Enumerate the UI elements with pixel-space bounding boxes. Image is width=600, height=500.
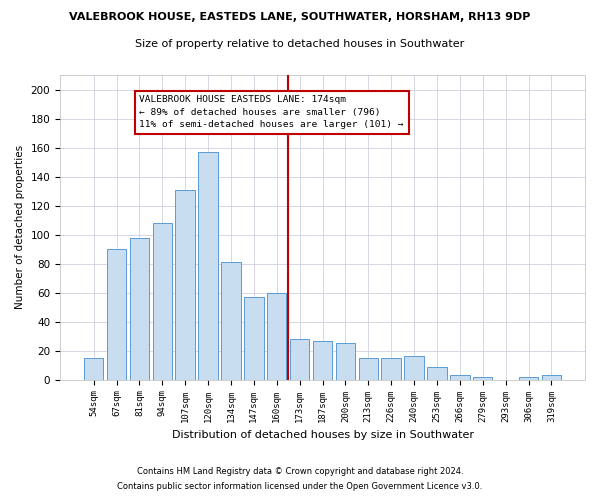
Bar — [152, 223, 172, 380]
Bar — [473, 377, 493, 380]
Bar — [267, 292, 286, 380]
Text: Size of property relative to detached houses in Southwater: Size of property relative to detached ho… — [136, 39, 464, 49]
Text: VALEBROOK HOUSE, EASTEDS LANE, SOUTHWATER, HORSHAM, RH13 9DP: VALEBROOK HOUSE, EASTEDS LANE, SOUTHWATE… — [70, 12, 530, 22]
Text: Contains HM Land Registry data © Crown copyright and database right 2024.: Contains HM Land Registry data © Crown c… — [137, 467, 463, 476]
Bar — [382, 358, 401, 380]
Bar — [221, 262, 241, 380]
Text: Contains public sector information licensed under the Open Government Licence v3: Contains public sector information licen… — [118, 482, 482, 491]
Bar — [519, 377, 538, 380]
Bar — [450, 376, 470, 380]
Bar — [427, 366, 446, 380]
Bar — [542, 376, 561, 380]
Bar — [313, 340, 332, 380]
Bar — [107, 249, 126, 380]
Text: VALEBROOK HOUSE EASTEDS LANE: 174sqm
← 89% of detached houses are smaller (796)
: VALEBROOK HOUSE EASTEDS LANE: 174sqm ← 8… — [139, 96, 404, 130]
Bar — [359, 358, 378, 380]
X-axis label: Distribution of detached houses by size in Southwater: Distribution of detached houses by size … — [172, 430, 473, 440]
Bar — [335, 344, 355, 380]
Bar — [404, 356, 424, 380]
Bar — [290, 339, 310, 380]
Bar — [199, 152, 218, 380]
Y-axis label: Number of detached properties: Number of detached properties — [15, 146, 25, 310]
Bar — [244, 297, 263, 380]
Bar — [130, 238, 149, 380]
Bar — [175, 190, 195, 380]
Bar — [84, 358, 103, 380]
